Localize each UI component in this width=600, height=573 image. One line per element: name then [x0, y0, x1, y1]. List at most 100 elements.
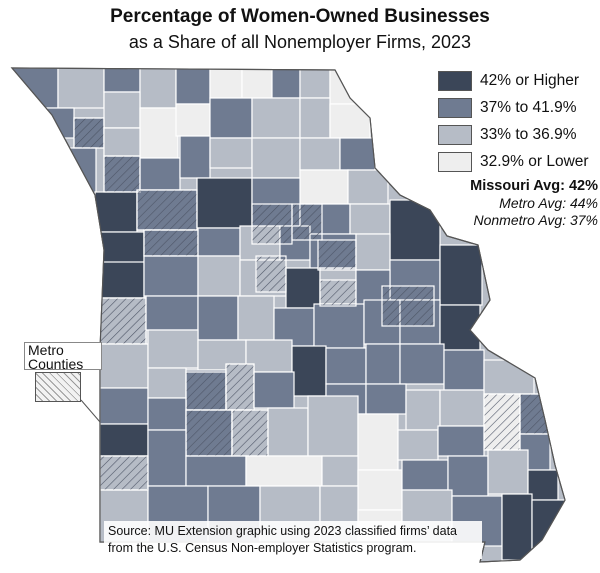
county [299, 137, 341, 171]
county [487, 449, 529, 495]
county [209, 68, 243, 99]
county [357, 413, 399, 471]
county [439, 244, 483, 306]
metro-county [185, 371, 227, 411]
county [179, 135, 211, 179]
county [139, 157, 181, 191]
county [267, 407, 309, 457]
county [447, 455, 489, 497]
legend-swatch [438, 152, 472, 172]
metro-county [99, 297, 147, 345]
metro-average: Metro Avg: 44% [499, 195, 598, 211]
county [251, 137, 301, 179]
county [57, 68, 105, 109]
legend-label: 33% to 36.9% [480, 126, 577, 143]
county [253, 371, 295, 409]
county [245, 455, 323, 487]
metro-county [231, 409, 269, 457]
county [299, 68, 331, 99]
county [99, 387, 149, 425]
county [365, 383, 407, 415]
county [355, 233, 391, 271]
legend-label: 42% or Higher [480, 72, 580, 89]
county [437, 425, 485, 457]
legend-swatch [438, 98, 472, 118]
county [349, 203, 391, 235]
county [439, 389, 485, 427]
county [405, 389, 441, 431]
county [399, 343, 445, 385]
metro-county [73, 117, 105, 149]
county [39, 107, 75, 139]
metro-county [103, 127, 141, 157]
legend-item-3: 33% to 36.9% [438, 124, 598, 151]
county [299, 97, 331, 139]
county [271, 68, 301, 99]
county [237, 295, 275, 341]
county [175, 68, 211, 105]
metro-counties-label: Metro Counties [24, 342, 102, 372]
county [99, 423, 149, 457]
metro-county [317, 239, 357, 271]
county [99, 343, 149, 389]
metro-county [99, 455, 149, 491]
legend-item-4: 32.9% or Lower [438, 151, 598, 178]
county [241, 68, 273, 99]
county [103, 68, 141, 93]
county [397, 429, 439, 461]
metro-county [291, 203, 323, 241]
county [365, 343, 401, 385]
county [147, 397, 187, 431]
county [139, 68, 177, 109]
metro-county [319, 279, 357, 307]
county [501, 493, 533, 561]
legend: 42% or Higher 37% to 41.9% 33% to 36.9% … [438, 70, 598, 178]
county [147, 329, 199, 369]
county [94, 191, 138, 233]
metro-county [255, 255, 287, 293]
county [143, 255, 199, 297]
county [313, 303, 365, 349]
metro-label-line1: Metro [28, 342, 64, 358]
county [175, 103, 211, 137]
county [196, 177, 253, 229]
map-subtitle: as a Share of all Nonemployer Firms, 202… [128, 32, 472, 52]
source-note: Source: MU Extension graphic using 2023 … [104, 521, 482, 559]
county [147, 367, 187, 399]
county [439, 304, 481, 351]
county [531, 499, 565, 561]
averages-block: Missouri Avg: 42% Metro Avg: 44% Nonmetr… [444, 178, 598, 229]
metro-label-line2: Counties [28, 356, 84, 372]
metro-county [483, 393, 521, 451]
county [197, 255, 241, 297]
county [329, 103, 371, 139]
county [209, 137, 253, 169]
county [291, 345, 327, 397]
county [527, 469, 559, 501]
source-line2: from the U.S. Census Non-employer Statis… [108, 541, 417, 555]
county [307, 395, 359, 457]
county [339, 137, 376, 171]
legend-swatch [438, 71, 472, 91]
metro-leader-line [80, 399, 101, 423]
county [139, 107, 179, 159]
county [185, 455, 247, 487]
metro-county [185, 409, 233, 457]
metro-county [143, 229, 199, 257]
county [251, 97, 301, 139]
metro-county [225, 363, 255, 411]
county [285, 267, 321, 309]
source-line1: Source: MU Extension graphic using 2023 … [108, 524, 458, 538]
metro-county [136, 189, 198, 231]
legend-label: 32.9% or Lower [480, 153, 589, 170]
county [483, 359, 535, 395]
nonmetro-average: Nonmetro Avg: 37% [473, 212, 598, 228]
county [209, 97, 253, 139]
county [197, 227, 241, 257]
county [389, 199, 441, 261]
county [99, 261, 145, 299]
metro-counties-swatch [35, 372, 81, 402]
county [145, 295, 199, 331]
metro-county [381, 285, 435, 327]
